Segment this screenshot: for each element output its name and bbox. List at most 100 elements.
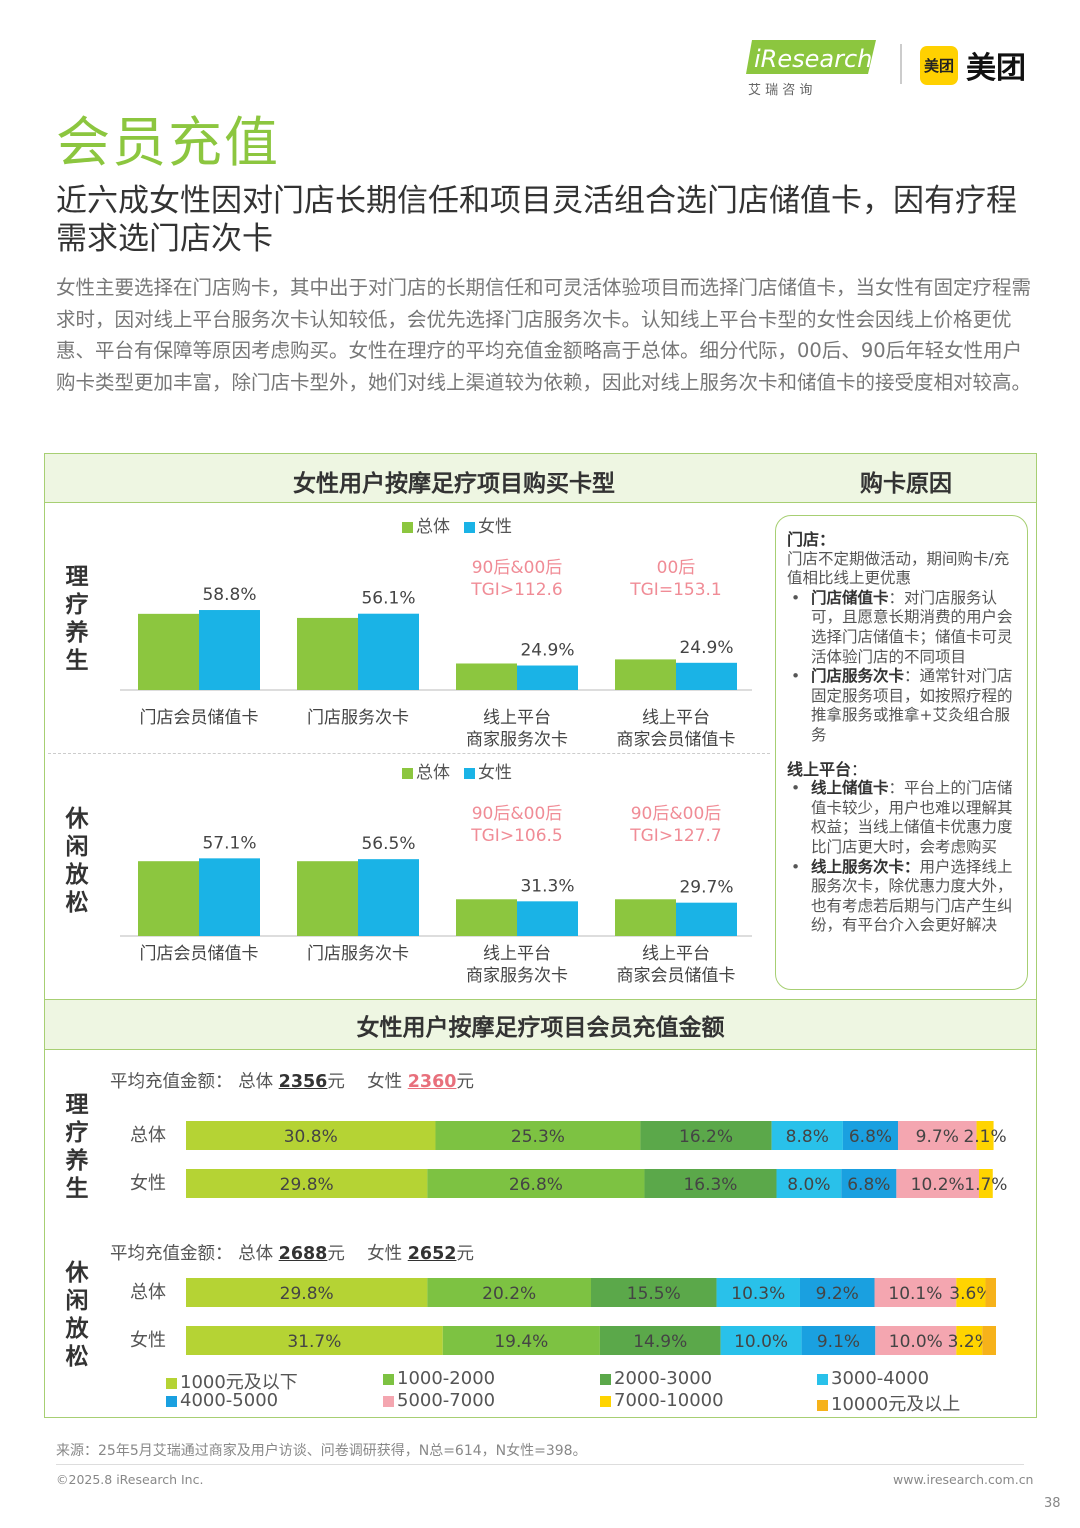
- tgi-annotation: 90后&00后: [472, 804, 563, 824]
- section2-header: 女性用户按摩足疗项目会员充值金额: [45, 999, 1036, 1050]
- category-label: 线上平台: [642, 944, 710, 964]
- stack-segment: [956, 1326, 983, 1355]
- legend-item: 10000元及以上: [817, 1390, 960, 1416]
- legend-swatch: [817, 1373, 828, 1385]
- segment-label: 10.0%: [734, 1332, 788, 1352]
- data-label: 31.3%: [520, 876, 574, 896]
- avg-overall-value: 2688: [278, 1244, 328, 1264]
- segment-label: 16.3%: [683, 1175, 737, 1195]
- legend-label: 3000-4000: [831, 1368, 930, 1389]
- stack-segment: [976, 1121, 994, 1150]
- stack-segment: [799, 1278, 875, 1307]
- iresearch-logo: iResearch 艾 瑞 咨 询: [746, 36, 881, 98]
- stack-segment: [842, 1121, 898, 1150]
- group-label-therapy-2: 理疗养生: [65, 1092, 89, 1202]
- legend-label: 7000-10000: [614, 1390, 724, 1411]
- tgi-annotation: TGI>127.7: [629, 826, 721, 846]
- stack-segment: [435, 1121, 641, 1150]
- segment-label: 31.7%: [287, 1332, 341, 1352]
- segment-label: 10.0%: [889, 1332, 943, 1352]
- legend-female: 女性: [464, 512, 512, 537]
- bar-group-divider: [48, 753, 770, 754]
- group-label-leisure: 休闲放松: [65, 806, 89, 916]
- reason-online-title: 线上平台：: [787, 759, 868, 779]
- legend-label: 10000元及以上: [831, 1394, 961, 1415]
- stack-segment: [982, 1326, 996, 1355]
- segment-label: 9.7%: [916, 1127, 959, 1147]
- logo-divider: [900, 44, 902, 84]
- bar-overall: [456, 899, 517, 936]
- segment-label: 29.8%: [280, 1175, 334, 1195]
- row-label: 总体: [130, 1282, 166, 1303]
- segment-label: 8.8%: [786, 1127, 829, 1147]
- legend-item: 1000-2000: [383, 1368, 495, 1389]
- legend-item: 3000-4000: [817, 1368, 929, 1389]
- stack-segment: [442, 1326, 600, 1355]
- stack-segment: [186, 1169, 428, 1198]
- bar-female: [517, 665, 578, 690]
- avg-female-value: 2360: [407, 1072, 457, 1092]
- bar-female: [358, 613, 419, 690]
- segment-label: 30.8%: [284, 1127, 338, 1147]
- bar-female: [358, 859, 419, 936]
- stack-segment: [427, 1169, 645, 1198]
- stack-segment: [897, 1121, 977, 1150]
- legend-swatch: [600, 1373, 611, 1385]
- bar-overall: [615, 899, 676, 936]
- recharge-amount-stacked-bars: 总体 30.8% 25.3% 16.2% 8.8% 6.8% 9.7% 2.1% 女性 29.8%…: [130, 1121, 1007, 1355]
- tgi-annotation: TGI=153.1: [629, 580, 721, 600]
- bar-female: [676, 902, 737, 936]
- row-label: 总体: [130, 1125, 166, 1146]
- legend-item: 1000元及以下: [166, 1368, 298, 1394]
- category-label: 门店服务次卡: [307, 708, 409, 728]
- stack-segment: [874, 1278, 957, 1307]
- stack-segment: [599, 1326, 721, 1355]
- segment-label: 15.5%: [627, 1284, 681, 1304]
- segment-label: 3.6%: [949, 1284, 992, 1304]
- section1-header: 女性用户按摩足疗项目购买卡型 购卡原因: [45, 454, 1036, 503]
- legend-overall: 总体: [402, 512, 450, 537]
- segment-label: 16.2%: [679, 1127, 733, 1147]
- reason-item: 门店储值卡：对门店服务认可，且愿意长期消费的用户会选择门店储值卡；储值卡可灵活体…: [787, 589, 1019, 667]
- category-label: 线上平台: [483, 708, 551, 728]
- page-number: 38: [1044, 1496, 1061, 1511]
- tgi-annotation: 90后&00后: [631, 804, 722, 824]
- stack-segment: [591, 1278, 717, 1307]
- row-label: 女性: [130, 1330, 166, 1351]
- stack-segment: [186, 1121, 436, 1150]
- data-label: 56.5%: [361, 834, 415, 854]
- stack-segment: [640, 1121, 772, 1150]
- reason-item: 线上服务次卡：用户选择线上服务次卡，除优惠力度大外，也有考虑若后期与门店产生纠纷…: [787, 858, 1019, 936]
- data-label: 56.1%: [361, 589, 415, 609]
- segment-label: 1.7%: [964, 1175, 1007, 1195]
- group-label-therapy: 理疗养生: [65, 564, 89, 674]
- iresearch-logo-cn: 艾 瑞 咨 询: [748, 83, 812, 98]
- category-label: 商家服务次卡: [466, 966, 568, 986]
- bar-female: [676, 662, 737, 690]
- bar-overall: [297, 617, 358, 690]
- segment-label: 19.4%: [494, 1332, 548, 1352]
- legend-swatch: [166, 1395, 177, 1407]
- bar-overall: [138, 861, 199, 936]
- category-label: 商家会员储值卡: [617, 730, 736, 750]
- legend-item: 4000-5000: [166, 1390, 278, 1411]
- segment-label: 9.1%: [817, 1332, 860, 1352]
- segment-label: 3.2%: [948, 1332, 991, 1352]
- legend-label: 1000-2000: [397, 1368, 496, 1389]
- segment-label: 10.2%: [911, 1175, 965, 1195]
- bar-female: [199, 858, 260, 936]
- segment-label: 25.3%: [511, 1127, 565, 1147]
- legend-swatch: [817, 1399, 828, 1411]
- category-label: 商家会员储值卡: [617, 966, 736, 986]
- stack-segment: [875, 1326, 957, 1355]
- source-note: 来源：25年5月艾瑞通过商家及用户访谈、问卷调研获得，N总=614，N女性=39…: [56, 1443, 587, 1459]
- stack-segment: [978, 1169, 993, 1198]
- iresearch-logo-mark: iResearch 艾 瑞 咨 询: [746, 40, 876, 98]
- group-label-leisure-2: 休闲放松: [65, 1260, 89, 1370]
- category-label: 门店会员储值卡: [140, 944, 259, 964]
- bar-legend-2: 总体 女性: [402, 758, 512, 783]
- reason-title: 购卡原因: [860, 471, 952, 497]
- stack-segment: [427, 1278, 591, 1307]
- avg-overall-value: 2356: [278, 1072, 328, 1092]
- segment-label: 20.2%: [482, 1284, 536, 1304]
